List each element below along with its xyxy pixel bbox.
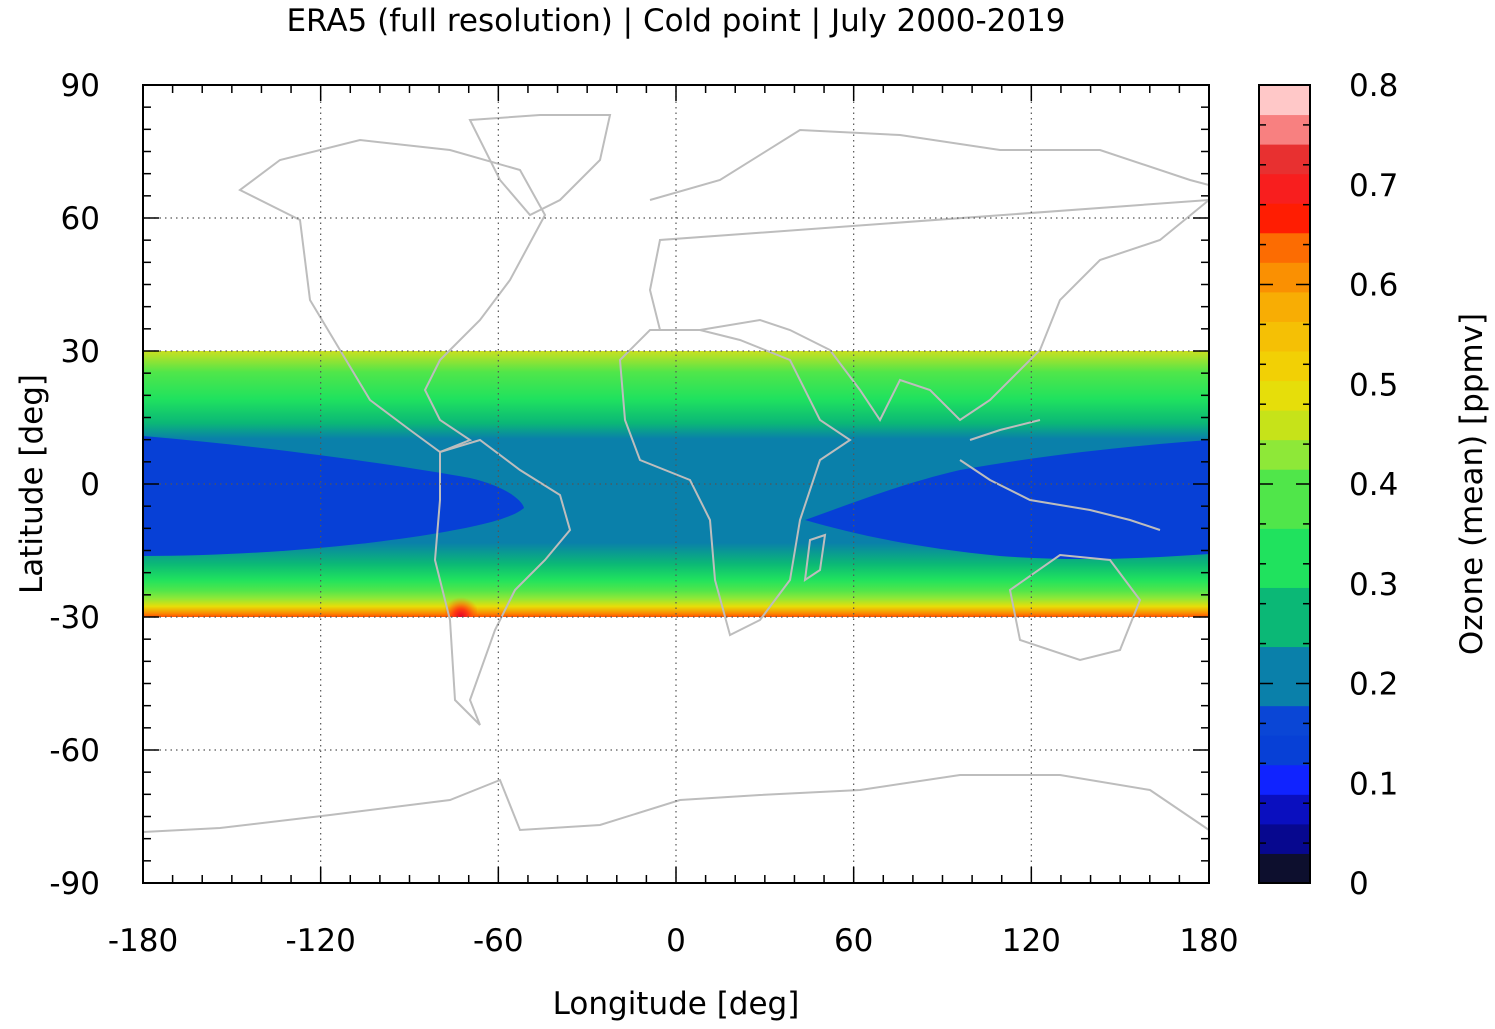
coastline-south-america: [433, 438, 572, 726]
colorbar-segment: [1259, 144, 1310, 175]
colorbar-segment: [1259, 439, 1310, 470]
colorbar-segment: [1259, 351, 1310, 382]
colorbar-segment: [1259, 617, 1310, 648]
colorbar-segment: [1259, 114, 1310, 145]
chart-title: ERA5 (full resolution) | Cold point | Ju…: [286, 3, 1065, 39]
coastline-africa: [618, 329, 852, 637]
indo-pacific-low-region: [805, 440, 1209, 560]
colorbar-segment: [1259, 321, 1310, 352]
y-tick-label: 30: [61, 334, 100, 370]
x-tick-label: -120: [285, 923, 355, 959]
colorbar-tick-label: 0.4: [1349, 467, 1398, 503]
colorbar-segment: [1259, 646, 1310, 677]
colorbar-tick-label: 0.2: [1349, 667, 1398, 703]
colorbar-segment: [1259, 262, 1310, 293]
coastline-antarctica: [143, 774, 1209, 833]
pacific-low-region: [143, 436, 524, 556]
x-tick-label: -60: [473, 923, 524, 959]
y-tick-label: -60: [49, 733, 100, 769]
x-axis-label: Longitude [deg]: [553, 986, 800, 1022]
coastline-greenland: [468, 114, 612, 217]
colorbar-label: Ozone (mean) [ppmv]: [1454, 313, 1490, 655]
y-tick-label: -90: [49, 866, 100, 902]
y-tick-label: 90: [61, 68, 100, 104]
coastline-madagascar: [803, 533, 827, 583]
coastline-maritime-continent: [959, 419, 1161, 531]
colorbar-segment: [1259, 764, 1310, 795]
y-tick-label: 0: [80, 467, 100, 503]
y-axis-label: Latitude [deg]: [14, 374, 50, 594]
colorbar-tick-label: 0.5: [1349, 367, 1398, 403]
grid-lines: [143, 85, 1209, 883]
colorbar-segment: [1259, 853, 1310, 884]
colorbar-tick-label: 0: [1349, 866, 1369, 902]
colorbar-segment: [1259, 85, 1310, 116]
colorbar-segment: [1259, 173, 1310, 204]
andes-peak: [445, 584, 477, 617]
x-tick-label: 0: [666, 923, 686, 959]
colorbar-segment: [1259, 410, 1310, 441]
colorbar-segment: [1259, 587, 1310, 618]
coastline-australia: [1008, 553, 1142, 662]
x-tick-labels: -180 -120 -60 0 60 120 180: [108, 923, 1239, 959]
colorbar: [1258, 84, 1311, 884]
coastlines: [143, 114, 1209, 833]
colorbar-segment: [1259, 794, 1310, 825]
colorbar-segment: [1259, 823, 1310, 854]
colorbar-segment: [1259, 380, 1310, 411]
plot-frame: [142, 84, 1210, 884]
y-tick-label: 60: [61, 201, 100, 237]
colorbar-tick-label: 0.8: [1349, 68, 1398, 104]
colorbar-segment: [1259, 557, 1310, 588]
colorbar-tick-label: 0.3: [1349, 567, 1398, 603]
colorbar-segment: [1259, 735, 1310, 766]
coastline-north-america: [238, 138, 547, 454]
colorbar-tick-label: 0.6: [1349, 268, 1398, 304]
x-tick-label: -180: [108, 923, 178, 959]
colorbar-tick-label: 0.7: [1349, 168, 1398, 204]
x-tick-label: 120: [1002, 923, 1061, 959]
colorbar-segment: [1259, 676, 1310, 707]
colorbar-segment: [1259, 203, 1310, 234]
colorbar-segment: [1259, 498, 1310, 529]
colorbar-segment: [1259, 291, 1310, 322]
x-tick-label: 180: [1179, 923, 1238, 959]
colorbar-segment: [1259, 705, 1310, 736]
y-tick-label: -30: [49, 600, 100, 636]
x-tick-label: 60: [834, 923, 873, 959]
colorbar-tick-labels: 0.8 0.7 0.6 0.5 0.4 0.3 0.2 0.1 0: [1349, 68, 1398, 902]
y-tick-labels: 90 60 30 0 -30 -60 -90: [49, 68, 100, 902]
colorbar-tick-label: 0.1: [1349, 766, 1398, 802]
colorbar-segment: [1259, 232, 1310, 263]
ozone-field: [143, 351, 1209, 617]
colorbar-segment: [1259, 528, 1310, 559]
